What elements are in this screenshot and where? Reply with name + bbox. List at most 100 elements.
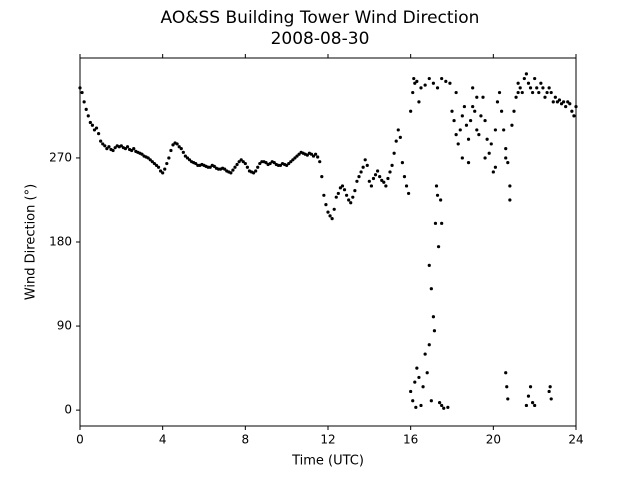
data-point [272, 161, 276, 165]
data-point [113, 146, 117, 150]
data-point [402, 175, 407, 179]
data-point [514, 95, 518, 99]
data-point [330, 217, 334, 221]
data-point [324, 203, 328, 207]
data-point [466, 137, 471, 141]
x-tick-label: 24 [568, 433, 583, 447]
data-point [353, 189, 357, 193]
data-point [431, 81, 435, 85]
data-point [411, 90, 415, 95]
data-point [427, 76, 431, 81]
data-point [231, 168, 235, 172]
data-point [229, 171, 233, 175]
data-point [384, 184, 388, 188]
data-point [475, 128, 479, 132]
data-point [171, 143, 175, 147]
data-point [125, 145, 130, 149]
data-point [528, 385, 533, 389]
y-tick-label: 90 [57, 319, 72, 333]
data-point [386, 176, 390, 181]
data-point [429, 399, 433, 403]
data-point [524, 403, 529, 408]
data-point [400, 161, 404, 165]
data-point [394, 139, 398, 143]
data-point [436, 245, 441, 249]
data-point [415, 366, 419, 370]
data-point [369, 184, 373, 188]
plot-frame [79, 57, 577, 427]
data-point [345, 193, 349, 197]
data-point [471, 104, 475, 109]
data-point [212, 164, 216, 168]
data-point [493, 128, 497, 132]
data-point [464, 123, 469, 127]
data-point [163, 167, 167, 171]
data-point [545, 90, 549, 95]
data-point [328, 214, 332, 218]
data-point [130, 148, 134, 153]
data-point [504, 371, 508, 375]
data-point [407, 191, 411, 196]
data-point [427, 343, 431, 347]
data-point [487, 151, 491, 155]
data-point [458, 128, 462, 132]
data-point [382, 180, 386, 184]
data-point [119, 144, 123, 148]
data-point [320, 175, 324, 179]
data-point [322, 193, 326, 197]
data-point [371, 176, 376, 181]
data-point [351, 195, 355, 199]
data-point [241, 160, 245, 164]
data-point [349, 201, 353, 205]
data-point [489, 142, 493, 146]
data-point [388, 170, 392, 174]
data-point [208, 165, 212, 169]
data-point [485, 137, 489, 141]
data-point [252, 171, 256, 175]
data-point [421, 385, 425, 389]
data-point [506, 397, 510, 401]
data-point [396, 128, 400, 132]
data-point [433, 221, 438, 225]
data-point [316, 155, 320, 159]
data-point [99, 139, 103, 143]
data-point [103, 144, 107, 148]
data-point [510, 123, 514, 127]
data-point [140, 152, 144, 156]
data-point [194, 161, 198, 166]
data-point [493, 165, 497, 169]
data-point [336, 191, 340, 196]
data-point [311, 154, 316, 158]
data-point [531, 401, 535, 405]
data-point [256, 165, 260, 169]
data-point [568, 102, 572, 106]
data-point [412, 76, 416, 81]
data-point [431, 315, 435, 319]
data-point [258, 161, 262, 166]
data-point [502, 128, 506, 132]
data-point [423, 352, 427, 356]
data-point [572, 114, 576, 118]
data-point [446, 405, 450, 409]
data-point [373, 173, 378, 177]
data-point [564, 104, 568, 109]
data-point [452, 118, 456, 123]
data-point [233, 165, 237, 169]
data-point [454, 90, 458, 95]
y-tick-label: 270 [49, 150, 72, 164]
data-point [177, 145, 181, 149]
data-point [146, 156, 150, 160]
data-point [165, 161, 169, 166]
data-point [475, 95, 479, 99]
data-point [411, 399, 415, 403]
data-point [318, 160, 322, 164]
data-point [90, 123, 94, 127]
data-point [123, 146, 128, 151]
data-point [357, 175, 361, 179]
data-point [409, 389, 413, 394]
data-point [414, 405, 418, 409]
data-point [295, 154, 299, 158]
x-tick-label: 16 [403, 433, 418, 447]
data-point [425, 371, 429, 375]
data-point [92, 128, 97, 132]
